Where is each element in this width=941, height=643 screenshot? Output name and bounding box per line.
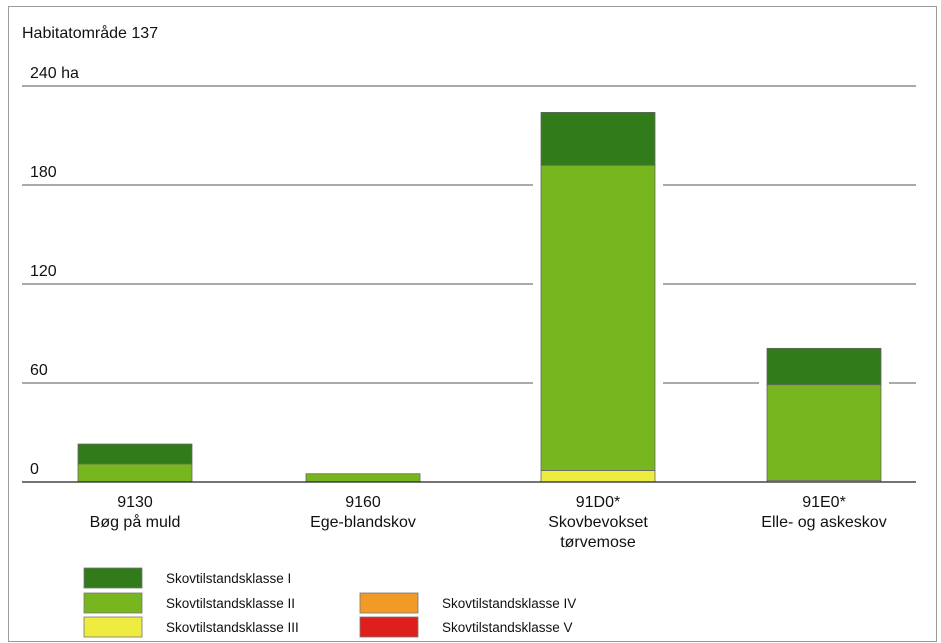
legend-item: Skovtilstandsklasse II xyxy=(83,592,295,614)
y-axis-ticks: 0 60 120 180 240 ha xyxy=(30,65,79,478)
grid-lines xyxy=(22,85,916,384)
legend-item: Skovtilstandsklasse IV xyxy=(359,592,576,614)
chart-frame xyxy=(8,6,937,642)
bars xyxy=(77,112,882,483)
legend-item: Skovtilstandsklasse III xyxy=(83,616,299,638)
y-tick-label: 180 xyxy=(30,164,57,181)
y-tick-label: 60 xyxy=(30,362,48,379)
bar-segment xyxy=(766,384,882,481)
chart-title: Habitatområde 137 xyxy=(22,24,158,42)
x-tick-label: 9130 Bøg på muld xyxy=(90,494,181,531)
bar-segment xyxy=(77,463,193,483)
bar-segment xyxy=(77,443,193,465)
legend-swatch xyxy=(359,616,419,638)
legend-swatch xyxy=(83,592,143,614)
legend-label: Skovtilstandsklasse III xyxy=(166,620,299,635)
legend-item: Skovtilstandsklasse I xyxy=(83,567,291,589)
x-axis-labels: 9130 Bøg på muld 9160 Ege-blandskov 91D0* Sko… xyxy=(90,494,887,551)
bar-segment xyxy=(305,473,421,483)
legend: Skovtilstandsklasse I Skovtilstandsklasse… xyxy=(83,567,576,638)
legend-label: Skovtilstandsklasse IV xyxy=(442,596,576,611)
x-tick-label: 9160 Ege-blandskov xyxy=(310,494,416,531)
y-tick-label: 120 xyxy=(30,263,57,280)
y-tick-label: 240 ha xyxy=(30,65,79,82)
x-tick-label: 91D0* Skovbevokset tørvemose xyxy=(548,494,648,551)
bar-segment xyxy=(540,470,656,483)
legend-swatch xyxy=(83,616,143,638)
bar-segment xyxy=(540,112,656,166)
bar-segment xyxy=(540,164,656,471)
y-tick-label: 0 xyxy=(30,461,39,478)
legend-label: Skovtilstandsklasse I xyxy=(166,571,291,586)
bar-segment xyxy=(766,347,882,386)
x-tick-label: 91E0* Elle- og askeskov xyxy=(761,494,886,531)
legend-swatch xyxy=(359,592,419,614)
legend-swatch xyxy=(83,567,143,589)
legend-item: Skovtilstandsklasse V xyxy=(359,616,573,638)
legend-label: Skovtilstandsklasse II xyxy=(166,596,295,611)
legend-label: Skovtilstandsklasse V xyxy=(442,620,573,635)
